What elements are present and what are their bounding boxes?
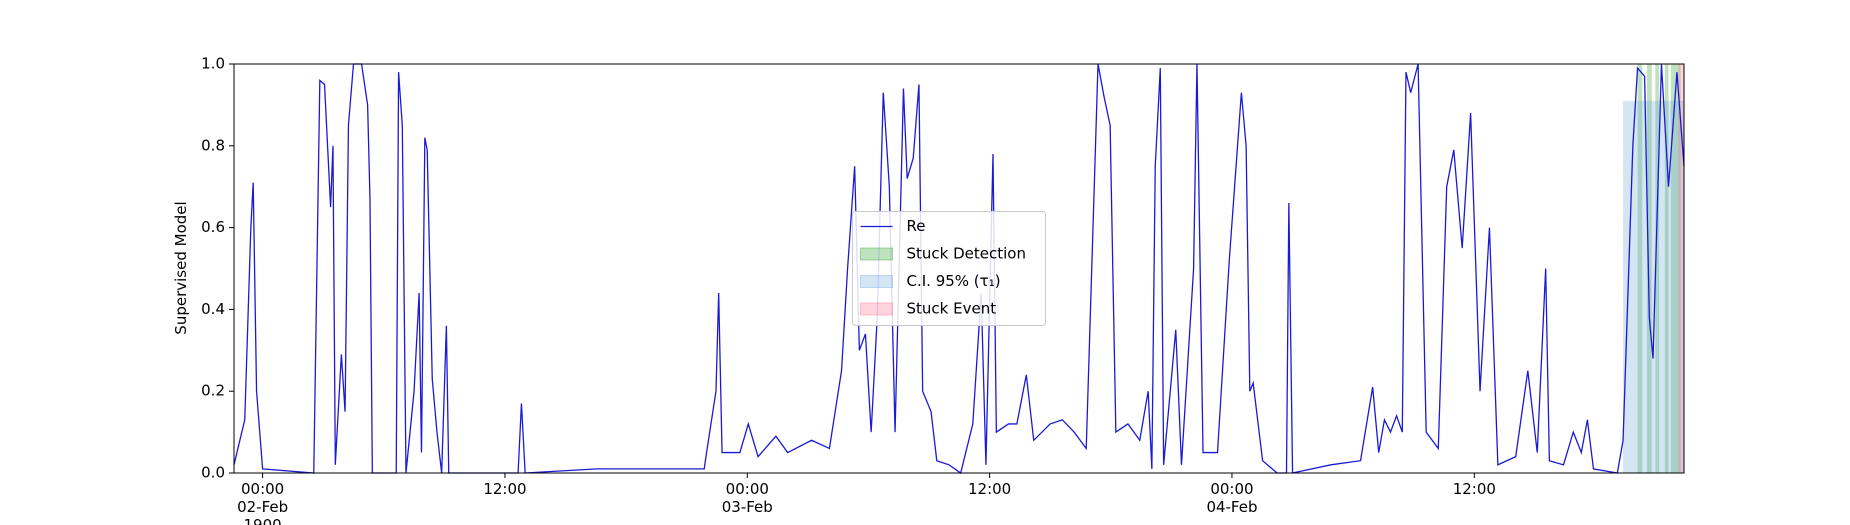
span <box>1655 64 1660 473</box>
y-tick-label: 0.8 <box>201 136 225 154</box>
legend-patch <box>860 275 893 288</box>
x-tick-label: 12:00 <box>968 480 1011 498</box>
x-tick-label: 12:00 <box>483 480 526 498</box>
legend-label: Stuck Event <box>907 300 997 318</box>
legend-label: C.I. 95% (τ₁) <box>907 272 1001 290</box>
legend-patch <box>860 302 893 316</box>
legend-label: Stuck Detection <box>907 245 1026 263</box>
x-tick-label: 00:00 02-Feb 1900 <box>237 480 288 525</box>
y-tick-label: 0.6 <box>201 218 225 236</box>
span <box>1670 64 1681 473</box>
legend-box <box>852 211 1046 326</box>
legend-patch <box>860 247 893 261</box>
x-tick-label: 00:00 04-Feb <box>1206 480 1257 516</box>
span <box>1646 64 1652 473</box>
y-axis-label: Supervised Model <box>172 201 190 334</box>
x-tick-label: 12:00 <box>1453 480 1496 498</box>
plot-frame <box>233 63 1685 474</box>
y-tick-label: 0.0 <box>201 464 225 482</box>
y-tick-label: 1.0 <box>201 55 225 73</box>
span <box>1623 100 1684 473</box>
line-series <box>233 63 1685 475</box>
span <box>1637 64 1643 473</box>
y-tick-label: 0.2 <box>201 382 225 400</box>
y-tick-label: 0.4 <box>201 300 225 318</box>
span <box>1678 64 1684 473</box>
x-tick-label: 00:00 03-Feb <box>722 480 773 516</box>
legend-label: Re <box>907 217 926 235</box>
span <box>1664 64 1669 473</box>
